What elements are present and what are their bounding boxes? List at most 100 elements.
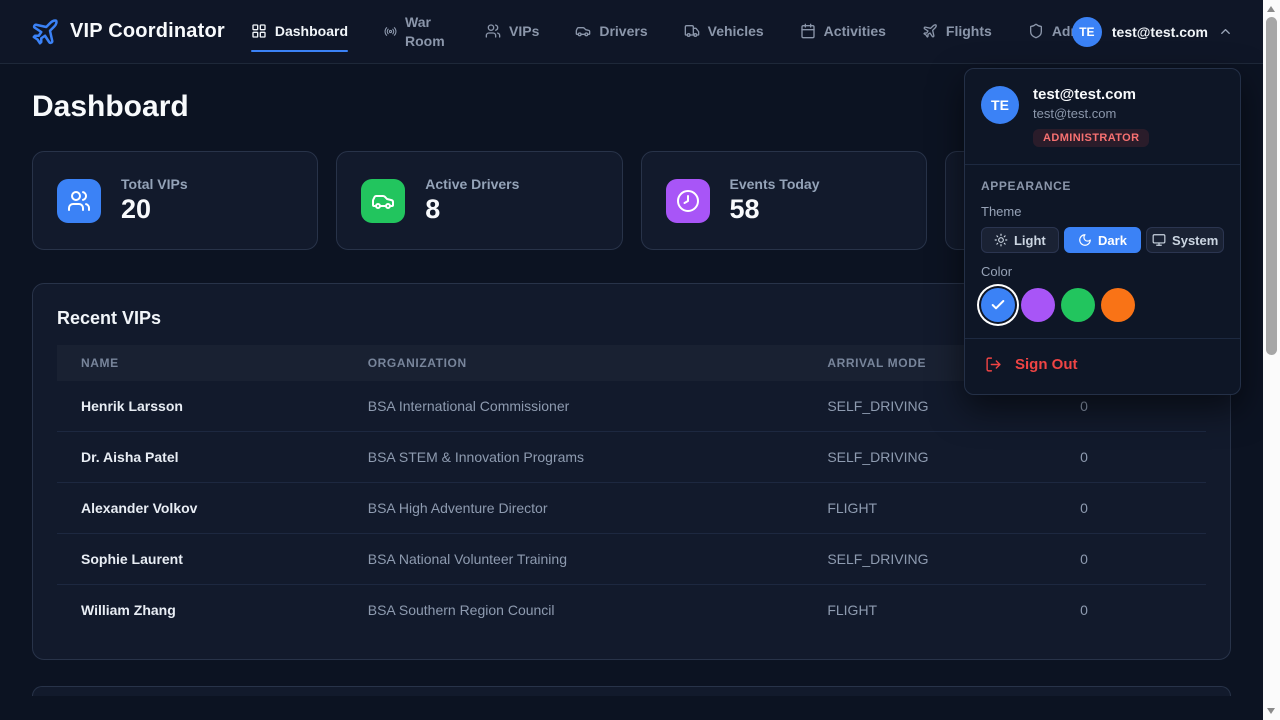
- stat-value: 8: [425, 194, 441, 224]
- nav-item-vips[interactable]: VIPs: [485, 22, 539, 41]
- sign-out-button[interactable]: Sign Out: [981, 352, 1224, 377]
- column-header-organization: ORGANIZATION: [367, 356, 467, 370]
- vip-organization: BSA STEM & Innovation Programs: [355, 431, 816, 483]
- column-header-name: NAME: [81, 356, 119, 370]
- color-swatch-purple[interactable]: [1021, 288, 1055, 322]
- vip-arrival-mode: SELF_DRIVING: [827, 398, 929, 414]
- color-swatch-group: [981, 288, 1224, 322]
- vip-name: Sophie Laurent: [57, 533, 356, 585]
- nav-item-war-room[interactable]: War Room: [384, 13, 449, 51]
- sun-icon: [994, 233, 1008, 247]
- users-icon: [57, 178, 101, 223]
- stat-card-total-vips: Total VIPs 20: [32, 151, 319, 250]
- nav-item-activities[interactable]: Activities: [800, 22, 886, 41]
- stat-label: Events Today: [729, 176, 820, 192]
- vip-name: Alexander Volkov: [57, 482, 356, 534]
- table-row: Henrik Larsson BSA International Commiss…: [57, 381, 1206, 432]
- vip-organization: BSA High Adventure Director: [355, 482, 816, 534]
- plane-icon: [922, 23, 938, 39]
- vip-name: Dr. Aisha Patel: [57, 431, 356, 483]
- avatar: TE: [1071, 16, 1102, 47]
- brand-logo[interactable]: VIP Coordinator: [30, 17, 225, 47]
- scrollbar-up-arrow-icon[interactable]: [1267, 6, 1275, 12]
- table-row: William Zhang BSA Southern Region Counci…: [57, 584, 1206, 635]
- vip-events: 0: [1068, 584, 1206, 635]
- theme-label: Theme: [981, 204, 1022, 219]
- theme-system-button[interactable]: System: [1146, 227, 1225, 253]
- nav-item-dashboard[interactable]: Dashboard: [250, 22, 349, 52]
- menu-divider: [965, 338, 1240, 339]
- table-row: Sophie Laurent BSA National Volunteer Tr…: [57, 533, 1206, 585]
- menu-user-name: test@test.com: [1033, 86, 1136, 103]
- vip-events: 0: [1068, 482, 1206, 534]
- color-swatch-blue[interactable]: [981, 288, 1015, 322]
- menu-divider: [965, 164, 1240, 165]
- stat-card-active-drivers: Active Drivers 8: [336, 151, 623, 250]
- nav-items: Dashboard War Room VIPs Drivers Vehicles…: [250, 13, 1106, 52]
- theme-toggle-group: Light Dark System: [981, 227, 1225, 253]
- table-row: Alexander Volkov BSA High Adventure Dire…: [57, 482, 1206, 534]
- vip-arrival-mode: SELF_DRIVING: [815, 533, 1069, 585]
- vip-arrival-mode: FLIGHT: [815, 482, 1069, 534]
- nav-item-flights[interactable]: Flights: [922, 22, 992, 41]
- nav-item-vehicles[interactable]: Vehicles: [684, 22, 764, 41]
- recent-vips-title: Recent VIPs: [57, 308, 162, 328]
- calendar-icon: [800, 23, 816, 39]
- theme-light-button[interactable]: Light: [981, 227, 1059, 253]
- vertical-scrollbar[interactable]: [1263, 0, 1280, 720]
- car-icon: [361, 178, 406, 223]
- scrollbar-down-arrow-icon[interactable]: [1267, 708, 1275, 714]
- page-title: Dashboard: [32, 90, 189, 123]
- vip-events: 0: [1080, 398, 1088, 414]
- appearance-section: APPEARANCE Theme Light Dark System Color: [965, 165, 1240, 338]
- layout-grid-icon: [251, 23, 267, 39]
- stat-value: 58: [729, 194, 760, 224]
- vip-name: William Zhang: [57, 584, 356, 635]
- user-email: test@test.com: [1111, 23, 1208, 40]
- vip-events: 0: [1068, 431, 1206, 483]
- monitor-icon: [1152, 233, 1166, 247]
- vip-organization: BSA Southern Region Council: [355, 584, 816, 635]
- user-dropdown-menu: TE test@test.com test@test.com ADMINISTR…: [964, 68, 1241, 395]
- check-icon: [990, 297, 1006, 313]
- app-title: VIP Coordinator: [70, 20, 225, 42]
- moon-icon: [1078, 233, 1092, 247]
- recent-vips-table: NAME ORGANIZATION ARRIVAL MODE EVENTS He…: [57, 345, 1206, 635]
- next-section-card-partial: [32, 686, 1231, 696]
- radio-icon: [384, 25, 397, 38]
- vip-organization: BSA International Commissioner: [367, 398, 570, 414]
- chevron-up-icon: [1218, 24, 1233, 39]
- color-swatch-orange[interactable]: [1101, 288, 1135, 322]
- user-menu-trigger[interactable]: TE test@test.com: [1071, 16, 1233, 47]
- scrollbar-thumb[interactable]: [1266, 17, 1277, 355]
- clock-icon: [665, 178, 710, 223]
- users-icon: [485, 23, 501, 39]
- shield-icon: [1028, 23, 1044, 39]
- recent-vips-card: Recent VIPs NAME ORGANIZATION ARRIVAL MO…: [32, 283, 1231, 660]
- vip-arrival-mode: SELF_DRIVING: [815, 431, 1069, 483]
- vip-organization: BSA National Volunteer Training: [355, 533, 816, 585]
- vip-name: Henrik Larsson: [81, 398, 183, 414]
- stat-label: Active Drivers: [425, 176, 520, 192]
- stat-label: Total VIPs: [121, 176, 188, 192]
- log-out-icon: [985, 356, 1002, 373]
- nav-item-drivers[interactable]: Drivers: [575, 22, 648, 41]
- color-label: Color: [981, 264, 1013, 279]
- menu-user-section: TE test@test.com test@test.com ADMINISTR…: [965, 69, 1240, 164]
- plane-logo-icon: [30, 17, 60, 47]
- vip-arrival-mode: FLIGHT: [815, 584, 1069, 635]
- stat-value: 20: [121, 194, 152, 224]
- truck-icon: [684, 23, 700, 39]
- role-badge: ADMINISTRATOR: [1033, 129, 1150, 147]
- menu-user-email: test@test.com: [1033, 106, 1117, 121]
- avatar: TE: [981, 86, 1019, 124]
- theme-dark-button[interactable]: Dark: [1063, 227, 1142, 253]
- color-swatch-green[interactable]: [1061, 288, 1095, 322]
- vip-events: 0: [1068, 533, 1206, 585]
- car-icon: [575, 23, 591, 39]
- appearance-heading: APPEARANCE: [981, 179, 1072, 193]
- table-row: Dr. Aisha Patel BSA STEM & Innovation Pr…: [57, 431, 1206, 483]
- stat-card-events-today: Events Today 58: [640, 151, 927, 250]
- column-header-arrival-mode: ARRIVAL MODE: [827, 356, 927, 370]
